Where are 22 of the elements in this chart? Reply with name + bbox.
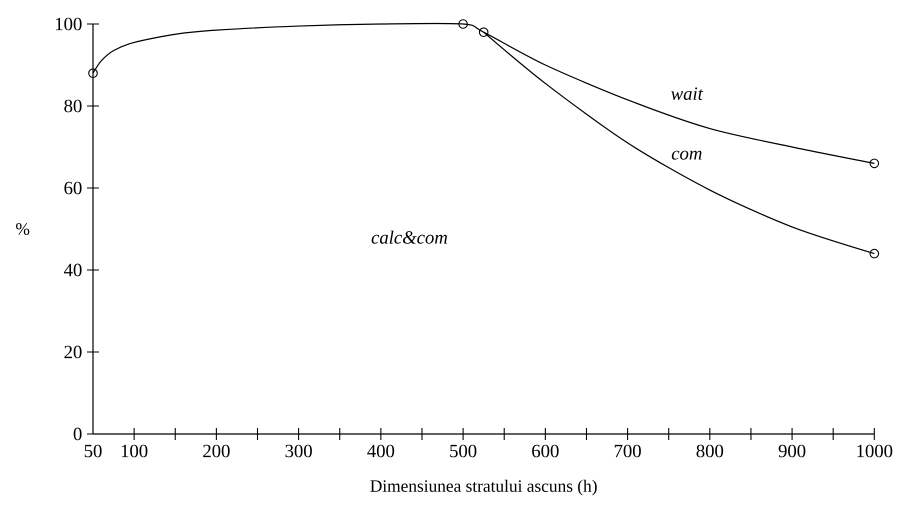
annotation: calc&com: [372, 230, 448, 244]
x-tick-label: 700: [614, 444, 641, 458]
y-axis-title: %: [16, 223, 30, 235]
y-tick-label: 20: [64, 346, 82, 358]
x-tick-label: 400: [367, 444, 394, 458]
x-tick-label: 1000: [857, 444, 892, 458]
y-tick-label: 80: [64, 100, 82, 112]
x-tick-label: 900: [778, 444, 806, 458]
x-tick-label: 50: [84, 444, 102, 458]
x-axis-title: Dimensiunea stratului ascuns (h): [370, 480, 597, 496]
y-tick-label: 0: [74, 428, 82, 440]
annotation: com: [672, 150, 702, 160]
x-tick-label: 800: [696, 444, 724, 458]
y-tick-label: 60: [64, 182, 82, 194]
x-tick-label: 600: [532, 444, 559, 458]
x-tick-label: 200: [203, 444, 230, 458]
annotation: wait: [671, 87, 704, 100]
x-tick-label: 500: [450, 444, 476, 458]
x-tick-label: 100: [122, 444, 148, 458]
y-tick-label: 40: [64, 264, 82, 276]
x-tick-label: 300: [286, 444, 312, 458]
y-tick-label: 100: [56, 18, 82, 30]
